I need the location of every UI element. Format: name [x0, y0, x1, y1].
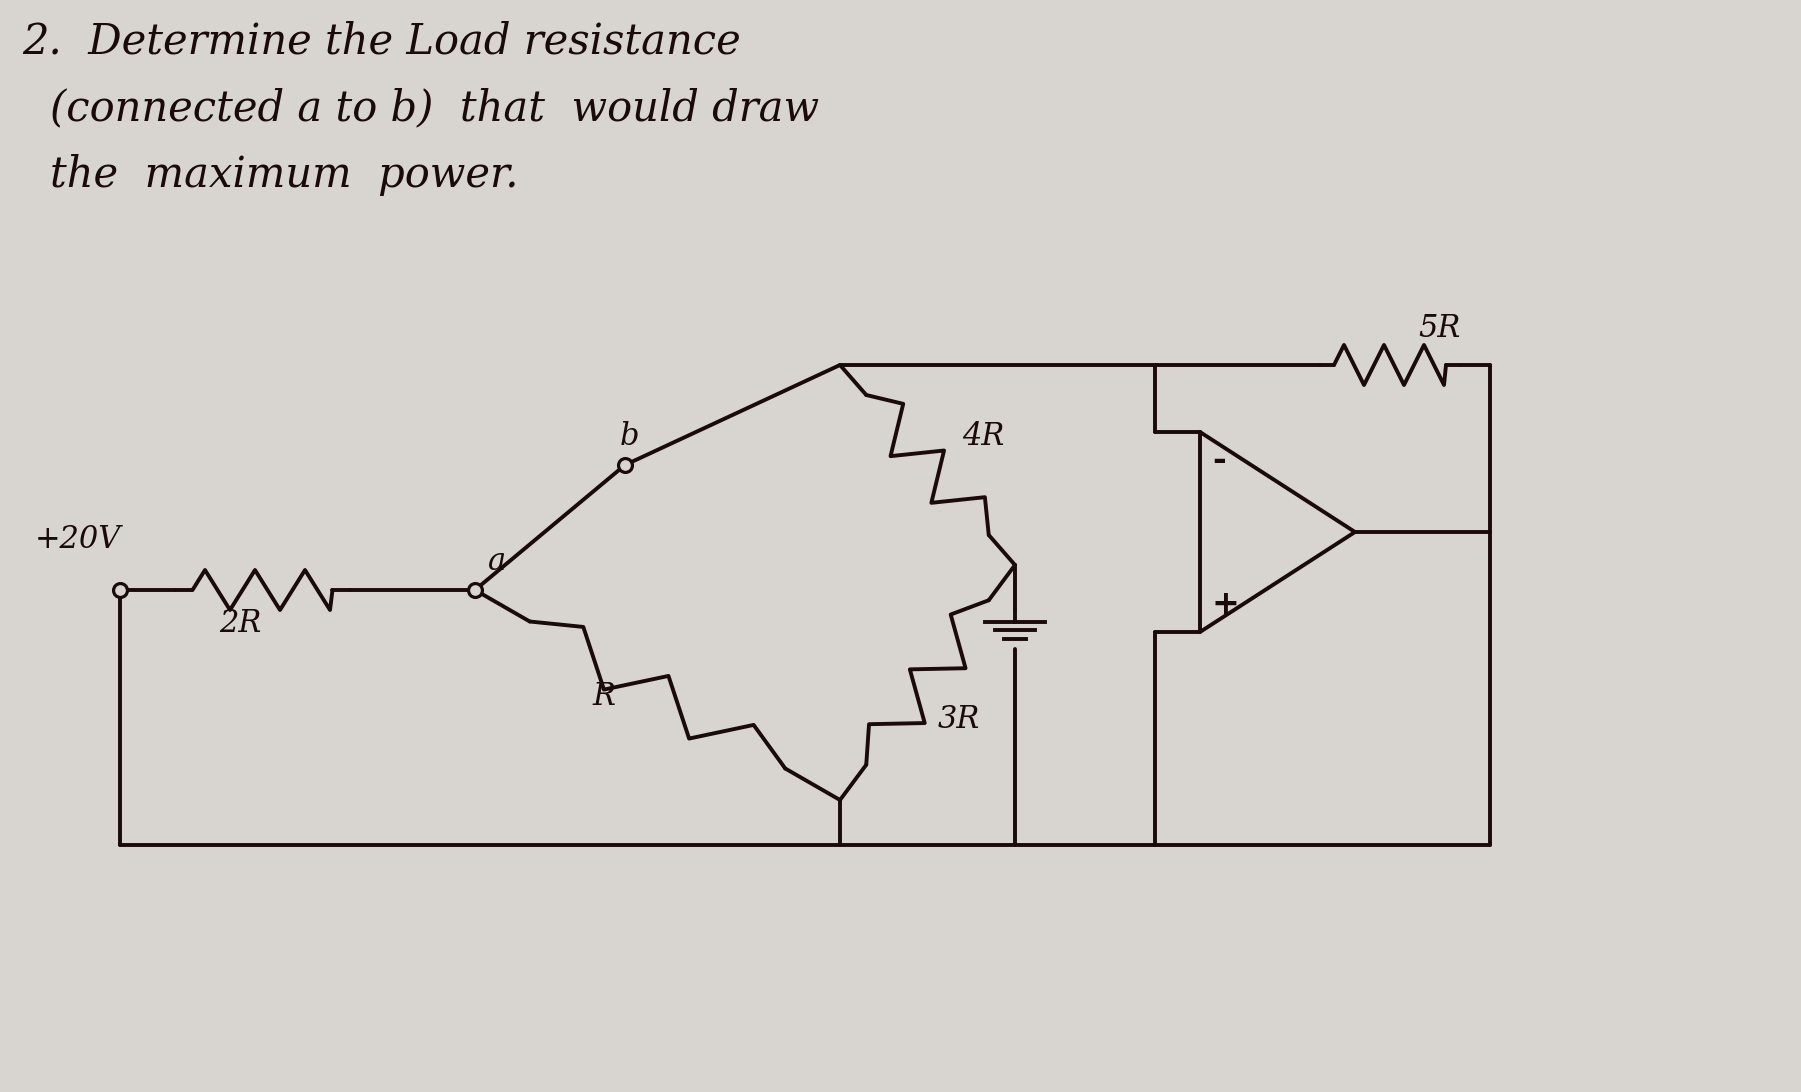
Text: +20V: +20V	[34, 524, 121, 555]
Text: (connected a to b)  that  would draw: (connected a to b) that would draw	[50, 87, 819, 129]
Text: 5R: 5R	[1419, 313, 1461, 344]
Text: R: R	[593, 681, 616, 712]
Text: +: +	[1212, 587, 1239, 620]
Text: 4R: 4R	[962, 422, 1005, 452]
Text: b: b	[620, 422, 639, 452]
Text: 2.  Determine the Load resistance: 2. Determine the Load resistance	[22, 20, 740, 62]
Text: -: -	[1212, 443, 1226, 476]
Text: a: a	[488, 546, 506, 577]
Text: the  maximum  power.: the maximum power.	[50, 154, 519, 195]
Text: 3R: 3R	[938, 703, 980, 735]
Text: 2R: 2R	[218, 608, 261, 639]
